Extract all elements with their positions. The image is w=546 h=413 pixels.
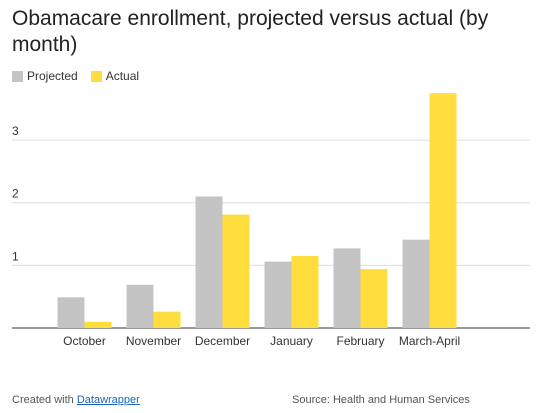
x-tick-label: March-April <box>399 334 460 348</box>
legend-item-projected: Projected <box>12 69 78 83</box>
x-tick-label: January <box>270 334 313 348</box>
y-tick-label: 2 <box>12 187 19 201</box>
legend-label-projected: Projected <box>27 69 78 83</box>
bar-actual <box>291 255 319 328</box>
bar-projected <box>126 284 154 328</box>
legend-item-actual: Actual <box>90 69 140 83</box>
bar-chart: 1 2 3 October November December January Februar… <box>12 93 530 348</box>
legend: Projected Actual <box>12 69 152 83</box>
bar-projected <box>57 297 85 328</box>
footer-credit: Created with Datawrapper <box>12 394 140 406</box>
x-tick-label: November <box>126 334 181 348</box>
chart-title: Obamacare enrollment, projected versus a… <box>12 7 489 56</box>
legend-label-actual: Actual <box>105 69 140 83</box>
bar-actual <box>222 214 250 328</box>
bar-actual <box>360 269 388 328</box>
footer-source: Source: Health and Human Services <box>292 394 470 406</box>
bar-actual <box>429 93 457 328</box>
credit-prefix: Created with <box>12 394 74 406</box>
bar-projected <box>333 248 361 328</box>
bar-projected <box>264 261 292 328</box>
x-tick-label: December <box>195 334 250 348</box>
datawrapper-link[interactable]: Datawrapper <box>76 394 140 406</box>
y-tick-label: 1 <box>12 249 19 263</box>
x-tick-label: October <box>63 334 106 348</box>
y-tick-label: 3 <box>12 124 19 138</box>
bar-actual <box>84 321 112 328</box>
legend-swatch-projected <box>12 70 23 82</box>
bar-projected <box>402 239 430 328</box>
x-tick-label: February <box>336 334 384 348</box>
bar-projected <box>195 196 223 328</box>
bar-actual <box>153 311 181 328</box>
legend-swatch-actual <box>90 70 102 82</box>
